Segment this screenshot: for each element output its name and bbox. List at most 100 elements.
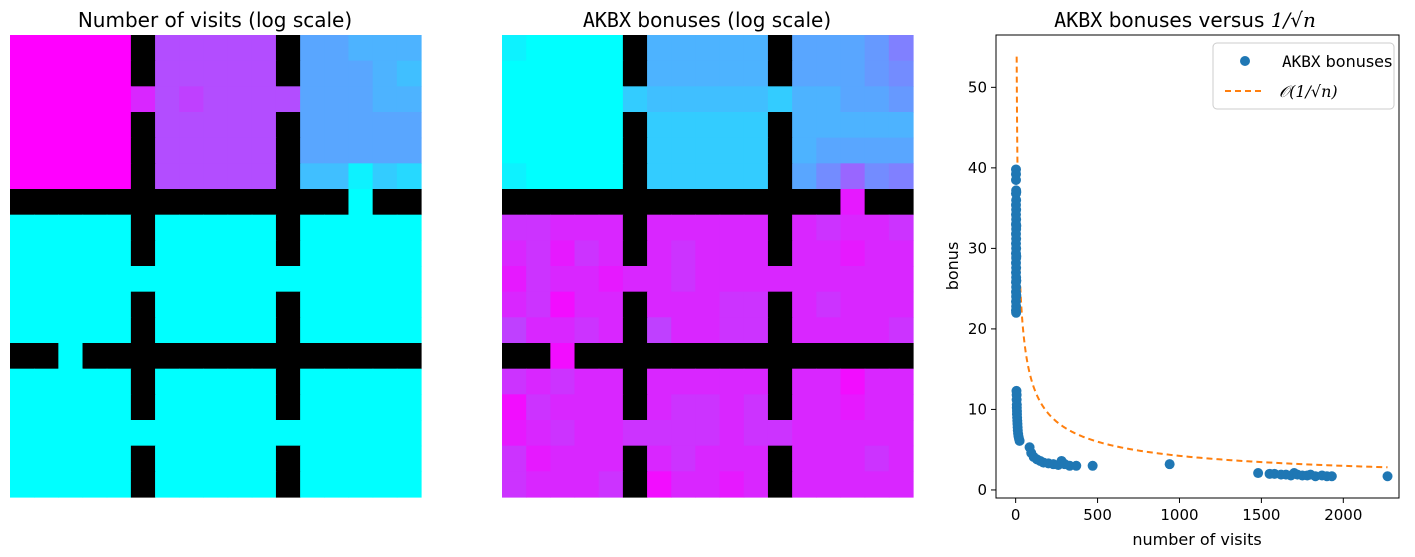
heatmap-cell <box>695 445 721 472</box>
heatmap-cell <box>251 368 277 395</box>
heatmap-cell <box>864 60 890 87</box>
heatmap-cell <box>550 189 576 216</box>
heatmap-cell <box>324 420 350 447</box>
heatmap-cell <box>719 60 745 87</box>
y-tick-label: 0 <box>977 481 987 499</box>
heatmap-cell <box>130 137 156 164</box>
heatmap-cell <box>792 394 817 421</box>
heatmap-cell <box>719 214 745 241</box>
heatmap-cell <box>155 163 180 190</box>
heatmap-cell <box>647 189 672 216</box>
heatmap-cell <box>324 445 350 472</box>
heatmap-cell <box>743 189 769 216</box>
heatmap-cell <box>526 343 551 370</box>
heatmap-cell <box>816 471 842 498</box>
heatmap-cell <box>816 163 842 190</box>
heatmap-cell <box>396 163 422 190</box>
heatmap-cell <box>324 214 350 241</box>
heatmap-cell <box>34 60 59 87</box>
heatmap-cell <box>106 266 132 293</box>
heatmap-cell <box>864 343 890 370</box>
heatmap-cell <box>719 266 745 293</box>
heatmap-cell <box>695 35 721 62</box>
heatmap-cell <box>106 86 132 113</box>
heatmap-cell <box>888 163 914 190</box>
heatmap-cell <box>372 471 398 498</box>
heatmap-cell <box>550 291 576 318</box>
y-tick-label: 30 <box>968 239 987 257</box>
heatmap-cell <box>864 163 890 190</box>
heatmap-cell <box>840 112 866 139</box>
heatmap-cell <box>82 291 108 318</box>
heatmap-cell <box>767 35 793 62</box>
heatmap-cell <box>106 445 132 472</box>
heatmap-cell <box>396 317 422 344</box>
heatmap-cell <box>526 214 551 241</box>
heatmap-cell <box>816 60 842 87</box>
heatmap-cell <box>695 471 721 498</box>
heatmap-cell <box>550 112 576 139</box>
heatmap-cell <box>324 137 350 164</box>
heatmap-cell <box>82 112 108 139</box>
legend-label-bonuses: AKBX bonuses <box>1282 52 1392 71</box>
heatmap-cell <box>130 240 156 267</box>
heatmap-cell <box>58 266 84 293</box>
heatmap-cell <box>348 163 374 190</box>
heatmap-cell <box>767 368 793 395</box>
heatmap-cell <box>82 394 108 421</box>
heatmap-cell <box>864 240 890 267</box>
heatmap-cell <box>10 445 35 472</box>
heatmap-cell <box>348 137 374 164</box>
heatmap-cell <box>106 163 132 190</box>
heatmap-cell <box>695 137 721 164</box>
heatmap-cell <box>227 420 253 447</box>
heatmap-cell <box>82 445 108 472</box>
heatmap-cell <box>58 420 84 447</box>
heatmap-cell <box>300 112 325 139</box>
heatmap-cell <box>348 368 374 395</box>
heatmap-cell <box>106 60 132 87</box>
heatmap-cell <box>574 445 600 472</box>
heatmap-cell <box>130 189 156 216</box>
heatmap-cell <box>622 291 648 318</box>
heatmap-cell <box>82 163 108 190</box>
scatter-point <box>1011 275 1022 286</box>
heatmap-cell <box>34 189 59 216</box>
heatmap-cell <box>622 137 648 164</box>
heatmap-cell <box>324 189 350 216</box>
heatmap-cell <box>106 317 132 344</box>
heatmap-cell <box>526 445 551 472</box>
heatmap-cell <box>767 137 793 164</box>
heatmap-cell <box>34 343 59 370</box>
heatmap-cell <box>227 189 253 216</box>
heatmap-cell <box>598 35 624 62</box>
heatmap-cell <box>743 317 769 344</box>
scatter-point <box>1014 435 1025 446</box>
heatmap-cell <box>324 240 350 267</box>
heatmap-cell <box>671 35 697 62</box>
heatmap-cell <box>324 266 350 293</box>
heatmap-cell <box>647 368 672 395</box>
heatmap-cell <box>227 445 253 472</box>
heatmap-cell <box>348 86 374 113</box>
bonus-heatmap-cells <box>502 35 914 498</box>
heatmap-cell <box>203 394 229 421</box>
scatter-points <box>1010 164 1393 482</box>
heatmap-cell <box>864 266 890 293</box>
heatmap-cell <box>622 445 648 472</box>
heatmap-cell <box>695 86 721 113</box>
heatmap-cell <box>155 368 180 395</box>
heatmap-cell <box>155 343 180 370</box>
heatmap-cell <box>227 394 253 421</box>
heatmap-cell <box>767 60 793 87</box>
heatmap-cell <box>622 368 648 395</box>
heatmap-cell <box>719 445 745 472</box>
heatmap-cell <box>671 471 697 498</box>
heatmap-cell <box>179 60 205 87</box>
heatmap-cell <box>816 86 842 113</box>
heatmap-cell <box>251 343 277 370</box>
heatmap-cell <box>574 343 600 370</box>
heatmap-cell <box>647 266 672 293</box>
bonus-fit-curve <box>1015 56 1388 469</box>
heatmap-cell <box>130 420 156 447</box>
